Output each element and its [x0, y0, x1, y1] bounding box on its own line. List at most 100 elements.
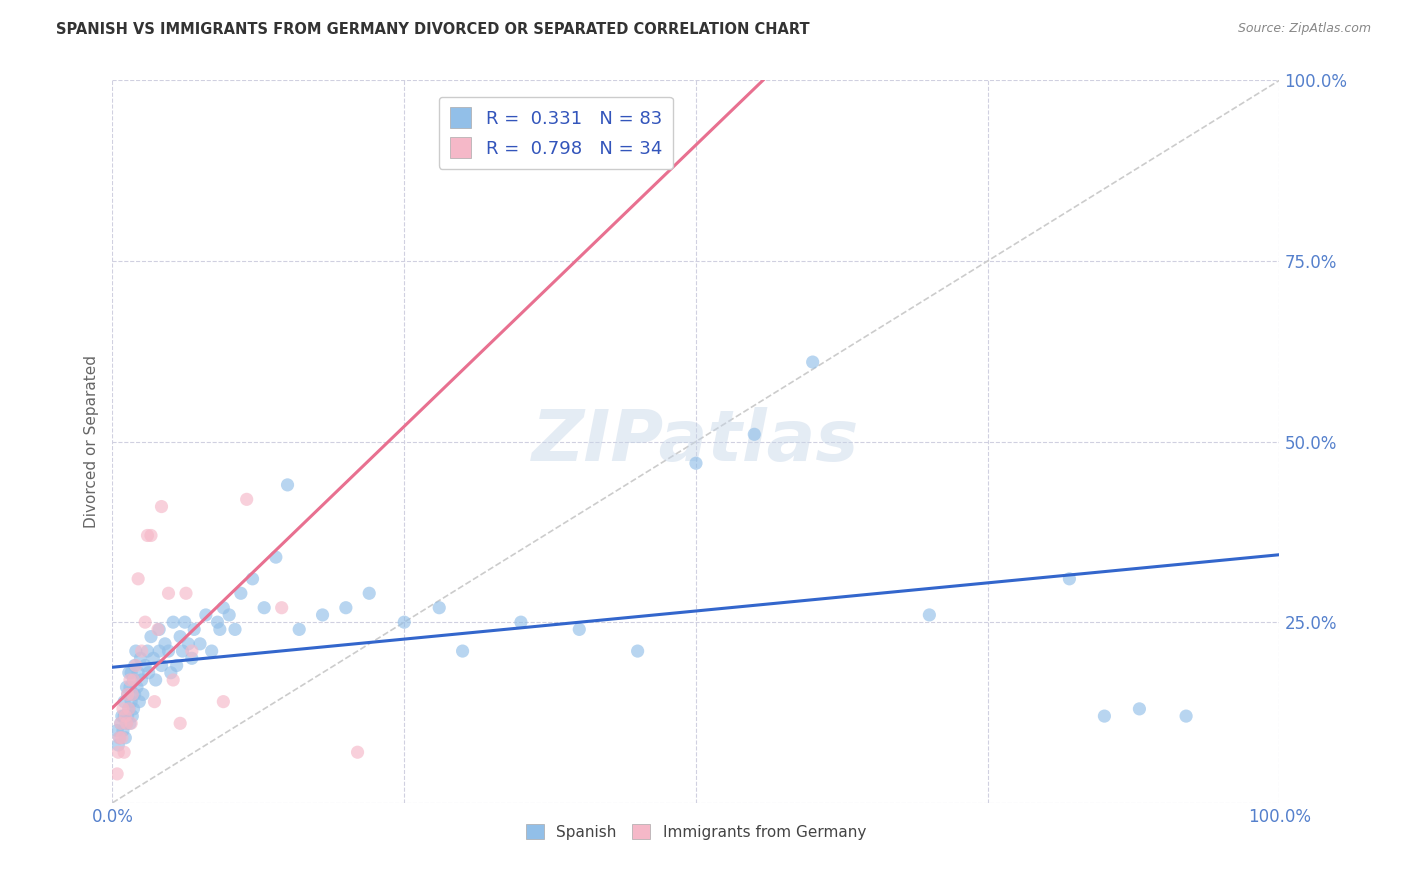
Point: [112, 695, 135, 709]
Point: [288, 623, 311, 637]
Point: [180, 651, 202, 665]
Point: [194, 607, 217, 622]
Point: [427, 600, 450, 615]
Point: [111, 723, 134, 738]
Point: [157, 586, 180, 600]
Point: [270, 600, 292, 615]
Point: [115, 716, 138, 731]
Point: [117, 687, 139, 701]
Point: [105, 767, 128, 781]
Point: [150, 500, 173, 514]
Point: [212, 600, 235, 615]
Point: [264, 550, 287, 565]
Point: [112, 745, 135, 759]
Point: [253, 600, 276, 615]
Text: ZIPatlas: ZIPatlas: [533, 407, 859, 476]
Point: [177, 637, 200, 651]
Legend: Spanish, Immigrants from Germany: Spanish, Immigrants from Germany: [520, 818, 872, 846]
Point: [174, 586, 197, 600]
Point: [1128, 702, 1150, 716]
Point: [169, 630, 191, 644]
Point: [235, 492, 257, 507]
Point: [229, 586, 252, 600]
Point: [118, 665, 141, 680]
Point: [242, 572, 264, 586]
Point: [118, 702, 141, 716]
Point: [1094, 709, 1116, 723]
Point: [122, 673, 145, 687]
Point: [125, 644, 148, 658]
Point: [110, 716, 132, 731]
Point: [112, 709, 135, 723]
Point: [111, 702, 134, 716]
Point: [127, 665, 149, 680]
Point: [107, 745, 129, 759]
Point: [111, 731, 134, 745]
Point: [218, 607, 240, 622]
Point: [120, 695, 142, 709]
Point: [207, 615, 229, 630]
Point: [118, 680, 141, 694]
Point: [180, 644, 202, 658]
Point: [146, 623, 169, 637]
Point: [148, 644, 170, 658]
Point: [145, 673, 167, 687]
Point: [627, 644, 650, 658]
Point: [127, 572, 149, 586]
Point: [188, 637, 211, 651]
Point: [359, 586, 381, 600]
Point: [118, 673, 141, 687]
Point: [451, 644, 474, 658]
Point: [125, 680, 148, 694]
Point: [122, 702, 145, 716]
Point: [166, 658, 188, 673]
Point: [153, 637, 176, 651]
Point: [335, 600, 357, 615]
Point: [162, 615, 184, 630]
Point: [346, 745, 368, 759]
Point: [183, 623, 205, 637]
Point: [509, 615, 531, 630]
Point: [918, 607, 941, 622]
Point: [117, 709, 139, 723]
Point: [685, 456, 707, 470]
Text: Source: ZipAtlas.com: Source: ZipAtlas.com: [1237, 22, 1371, 36]
Point: [1175, 709, 1198, 723]
Point: [568, 117, 591, 131]
Point: [150, 658, 173, 673]
Point: [139, 528, 162, 542]
Point: [115, 680, 138, 694]
Point: [276, 478, 298, 492]
Point: [121, 687, 143, 701]
Point: [136, 528, 159, 542]
Point: [121, 687, 143, 701]
Point: [131, 673, 153, 687]
Point: [117, 687, 139, 701]
Point: [311, 607, 333, 622]
Point: [115, 716, 138, 731]
Point: [124, 658, 146, 673]
Point: [121, 709, 143, 723]
Point: [114, 709, 136, 723]
Point: [142, 651, 165, 665]
Point: [125, 658, 148, 673]
Text: SPANISH VS IMMIGRANTS FROM GERMANY DIVORCED OR SEPARATED CORRELATION CHART: SPANISH VS IMMIGRANTS FROM GERMANY DIVOR…: [56, 22, 810, 37]
Point: [801, 355, 824, 369]
Point: [139, 630, 162, 644]
Point: [568, 623, 591, 637]
Point: [138, 665, 160, 680]
Point: [173, 615, 195, 630]
Point: [120, 716, 142, 731]
Point: [107, 738, 129, 752]
Point: [120, 665, 142, 680]
Point: [122, 673, 145, 687]
Point: [394, 615, 416, 630]
Y-axis label: Divorced or Separated: Divorced or Separated: [84, 355, 100, 528]
Point: [134, 615, 156, 630]
Point: [201, 644, 224, 658]
Point: [118, 702, 141, 716]
Point: [124, 687, 146, 701]
Point: [105, 723, 128, 738]
Point: [1059, 572, 1081, 586]
Point: [128, 695, 150, 709]
